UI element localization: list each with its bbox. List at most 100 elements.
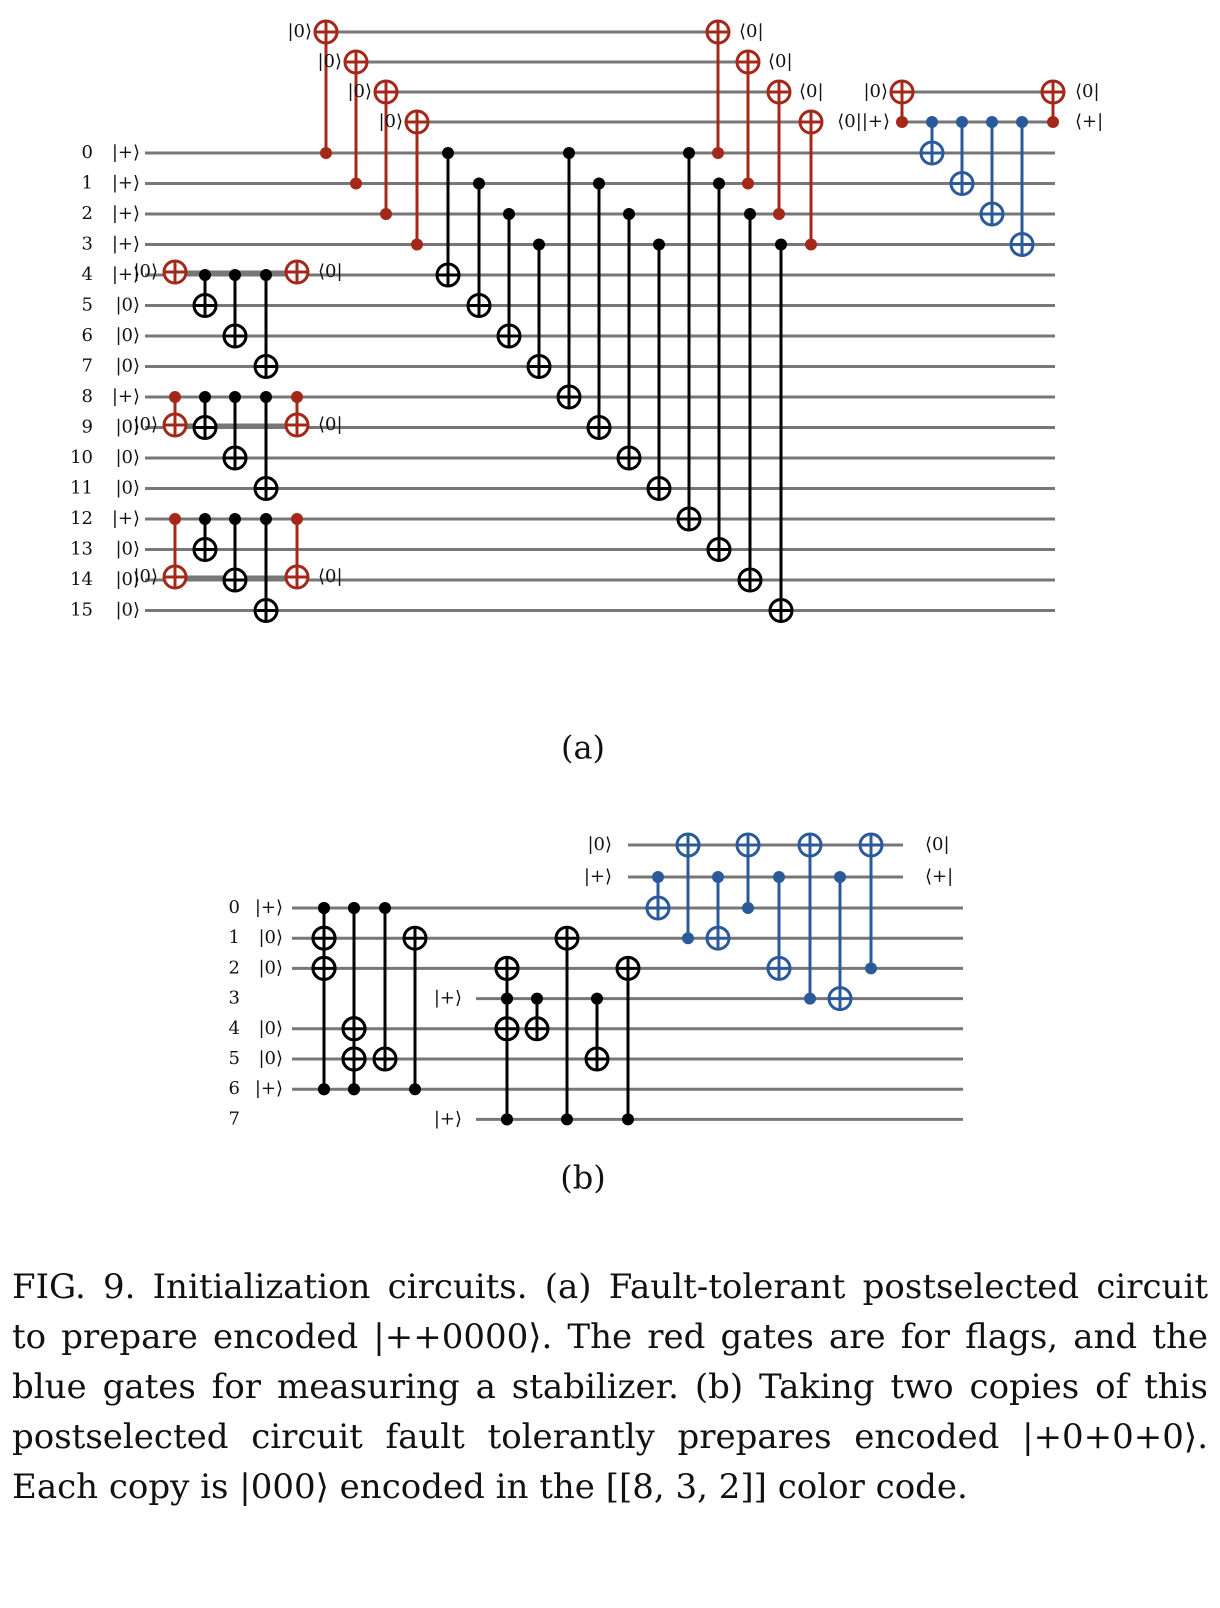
control-dot	[986, 116, 998, 128]
wire-index: 0	[82, 142, 93, 163]
ancilla-in-label: |0⟩	[133, 566, 158, 587]
target-plus	[768, 957, 790, 980]
target-plus	[164, 414, 186, 436]
flag-cnot	[284, 391, 310, 438]
target-plus	[224, 569, 246, 591]
flag-cnot	[705, 19, 731, 159]
target-plus	[588, 416, 610, 439]
cnot-gate	[222, 269, 248, 349]
cnot-gate	[253, 513, 279, 623]
control-dot	[652, 871, 664, 883]
stab-cnot	[979, 116, 1005, 227]
stab-cnot	[705, 871, 731, 951]
target-plus	[224, 325, 246, 347]
target-plus	[737, 834, 759, 856]
anc-out-label: ⟨+|	[925, 866, 953, 887]
control-dot	[591, 992, 603, 1005]
target-plus	[343, 1017, 365, 1040]
stab-cnot	[1009, 116, 1035, 257]
cnot-gate	[341, 1046, 367, 1096]
cnot-gate	[402, 925, 428, 1096]
target-plus	[677, 834, 699, 856]
ancilla-out-label: ⟨0|	[318, 261, 343, 282]
cnot-gate	[311, 955, 337, 1096]
target-plus	[286, 414, 308, 436]
cnot-gate	[676, 147, 702, 532]
control-dot	[291, 513, 303, 525]
flag-cnot	[284, 259, 310, 285]
control-dot	[805, 238, 817, 251]
stab-cnot	[919, 116, 945, 166]
target-plus	[164, 566, 186, 588]
figure-caption: FIG. 9. Initialization circuits. (a) Fau…	[12, 1267, 1208, 1507]
control-dot	[742, 177, 754, 190]
control-dot	[229, 269, 241, 281]
control-dot	[199, 269, 211, 281]
cnot-gate	[222, 391, 248, 471]
wire-index: 6	[229, 1078, 240, 1099]
control-dot	[229, 391, 241, 403]
stab-cnot	[675, 832, 701, 945]
control-dot	[956, 116, 968, 128]
anc-out-label: ⟨0|	[925, 834, 950, 855]
control-dot	[291, 391, 303, 403]
control-dot	[199, 513, 211, 525]
control-dot	[593, 177, 605, 190]
target-plus	[255, 599, 277, 622]
wire-index: 3	[82, 234, 93, 255]
control-dot	[411, 238, 423, 251]
control-dot	[742, 902, 754, 914]
cnot-gate	[435, 147, 461, 288]
wire-ket: |+⟩	[112, 173, 140, 194]
stab-out-label: ⟨0|	[1075, 81, 1100, 102]
target-plus	[708, 538, 730, 561]
wire-index: 8	[82, 386, 93, 407]
target-plus	[374, 1048, 396, 1070]
wire-ket: |+⟩	[112, 508, 140, 529]
wire-index: 2	[229, 957, 240, 978]
control-dot	[260, 391, 272, 403]
target-plus	[921, 142, 943, 164]
control-dot	[531, 992, 543, 1005]
control-dot	[260, 269, 272, 281]
cnot-gate	[222, 513, 248, 593]
control-dot	[834, 871, 846, 883]
wire-index: 6	[82, 325, 93, 346]
ancilla-in-label: |0⟩	[133, 261, 158, 282]
target-plus	[496, 1017, 518, 1040]
target-plus	[799, 834, 821, 856]
target-plus	[737, 51, 759, 73]
stab-cnot	[766, 871, 792, 981]
ancilla-in-label: |0⟩	[347, 81, 372, 102]
control-dot	[804, 992, 816, 1005]
wire-ket: |0⟩	[258, 1018, 283, 1039]
wire-index: 3	[229, 988, 240, 1009]
target-plus	[707, 927, 729, 950]
target-plus	[255, 355, 277, 378]
wire-index: 11	[70, 478, 93, 499]
control-dot	[1016, 116, 1028, 128]
cnot-gate	[584, 992, 610, 1072]
control-dot	[348, 1083, 360, 1096]
control-dot	[712, 871, 724, 883]
control-dot	[865, 962, 877, 975]
target-plus	[498, 325, 520, 347]
control-dot	[169, 513, 181, 525]
control-dot	[473, 177, 485, 190]
wire-index: 5	[82, 295, 93, 316]
target-plus	[707, 21, 729, 43]
cnot-gate	[646, 238, 672, 501]
control-dot	[229, 513, 241, 525]
target-plus	[437, 264, 459, 286]
target-plus	[286, 566, 308, 588]
control-dot	[409, 1083, 421, 1096]
control-dot	[775, 238, 787, 251]
control-dot	[503, 208, 515, 220]
gates	[162, 19, 1066, 1126]
wire-ket: |0⟩	[115, 447, 140, 468]
target-plus	[528, 355, 550, 378]
stab-cnot	[735, 832, 761, 914]
stab-out-label: ⟨+|	[1075, 111, 1103, 132]
wire-ket: |0⟩	[258, 1048, 283, 1069]
flag-cnot	[735, 49, 761, 190]
